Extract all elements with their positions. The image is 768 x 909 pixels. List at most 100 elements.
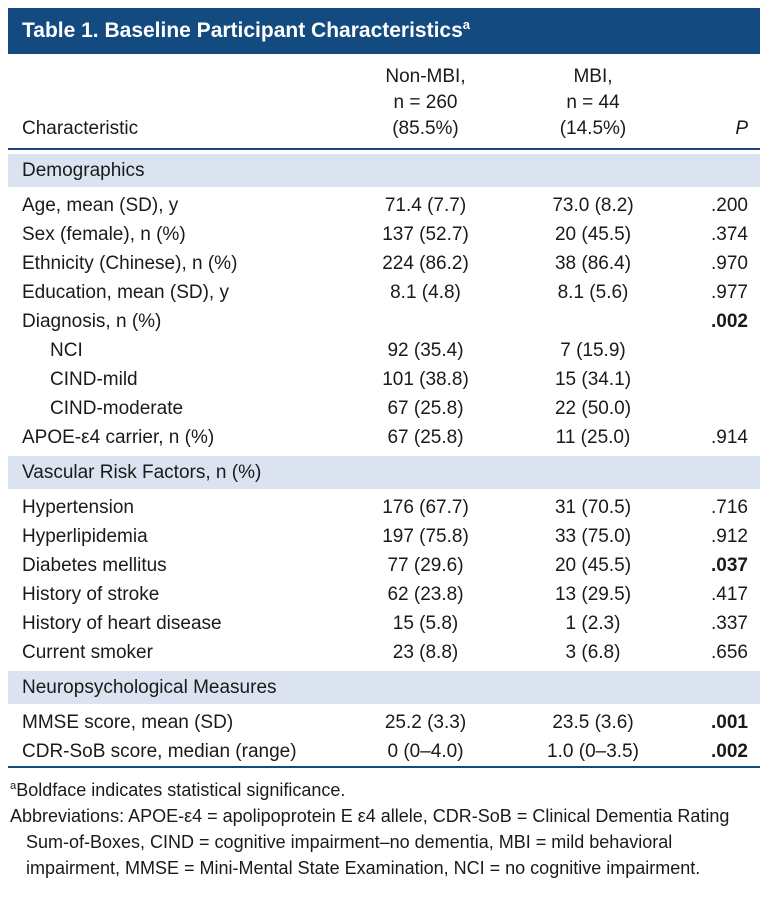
table-row: History of heart disease 15 (5.8) 1 (2.3… [8,609,760,638]
row-label: MMSE score, mean (SD) [22,712,234,733]
p-value: .914 [711,427,748,448]
table-row: Sex (female), n (%) 137 (52.7) 20 (45.5)… [8,220,760,249]
table-row: Current smoker 23 (8.8) 3 (6.8) .656 [8,638,760,667]
table-row: MMSE score, mean (SD) 25.2 (3.3) 23.5 (3… [8,708,760,737]
value-non-mbi: 67 (25.8) [387,427,464,448]
footnote-abbreviations: Abbreviations: APOE-ε4 = apolipoprotein … [10,806,730,878]
table-row: Ethnicity (Chinese), n (%) 224 (86.2) 38… [8,249,760,278]
table-row: CIND-moderate 67 (25.8) 22 (50.0) [8,394,760,423]
row-label: NCI [50,340,83,361]
column-header-p: P [735,118,748,139]
footnote-significance: aBoldface indicates statistical signific… [10,780,346,800]
value-mbi: 1 (2.3) [565,613,621,634]
row-label: CDR-SoB score, median (range) [22,741,297,762]
header-divider [8,148,760,150]
table-row: CIND-mild 101 (38.8) 15 (34.1) [8,365,760,394]
value-mbi: 1.0 (0–3.5) [547,741,639,762]
value-non-mbi: 23 (8.8) [392,642,459,663]
p-value: .002 [711,311,748,332]
row-label: History of stroke [22,584,160,605]
table-row: Education, mean (SD), y 8.1 (4.8) 8.1 (5… [8,278,760,307]
value-non-mbi: 25.2 (3.3) [384,712,467,733]
column-header-characteristic: Characteristic [22,118,139,139]
table-bottom-divider [8,766,760,768]
p-value [673,336,760,365]
value-mbi: 33 (75.0) [554,526,632,547]
p-value: .656 [711,642,748,663]
p-value: .417 [711,584,748,605]
value-non-mbi [338,307,513,336]
row-label: CIND-moderate [50,398,184,419]
footnote-superscript: a [10,780,17,792]
table-row: Diabetes mellitus 77 (29.6) 20 (45.5) .0… [8,551,760,580]
p-value [673,394,760,423]
p-value: .002 [711,741,748,762]
value-non-mbi: 224 (86.2) [382,253,469,274]
table-row: Diagnosis, n (%) .002 [8,307,760,336]
value-non-mbi: 137 (52.7) [382,224,469,245]
value-mbi: 11 (25.0) [555,427,631,448]
p-value: .716 [711,497,748,518]
section-header-demographics: Demographics [8,154,760,187]
row-label: APOE-ε4 carrier, n (%) [22,427,215,448]
value-non-mbi: 8.1 (4.8) [390,282,461,303]
row-label: Age, mean (SD), y [22,195,179,216]
p-value: .037 [711,555,748,576]
column-header-non-mbi: Non-MBI, n = 260 (85.5%) [385,66,466,139]
value-non-mbi: 92 (35.4) [387,340,464,361]
table-row: Hyperlipidemia 197 (75.8) 33 (75.0) .912 [8,522,760,551]
p-value: .912 [711,526,748,547]
row-label: CIND-mild [50,369,138,390]
row-label: Education, mean (SD), y [22,282,229,303]
row-label: Hyperlipidemia [22,526,148,547]
column-header-mbi: MBI, n = 44 (14.5%) [559,66,627,139]
table-row: CDR-SoB score, median (range) 0 (0–4.0) … [8,737,760,766]
p-value: .001 [711,712,748,733]
value-non-mbi: 0 (0–4.0) [387,741,464,762]
p-value: .337 [711,613,748,634]
table-row: NCI 92 (35.4) 7 (15.9) [8,336,760,365]
table-title-superscript: a [462,17,471,32]
value-non-mbi: 15 (5.8) [392,613,459,634]
table-row: History of stroke 62 (23.8) 13 (29.5) .4… [8,580,760,609]
value-mbi: 8.1 (5.6) [557,282,629,303]
value-non-mbi: 176 (67.7) [382,497,469,518]
value-mbi: 23.5 (3.6) [552,712,634,733]
p-value: .374 [711,224,748,245]
value-mbi: 38 (86.4) [554,253,632,274]
table-title-bar: Table 1. Baseline Participant Characteri… [8,8,760,54]
value-mbi: 3 (6.8) [565,642,621,663]
row-label: Hypertension [22,497,134,518]
row-label: Diagnosis, n (%) [22,311,162,332]
value-mbi: 31 (70.5) [554,497,632,518]
table-row: Hypertension 176 (67.7) 31 (70.5) .716 [8,493,760,522]
value-non-mbi: 101 (38.8) [382,369,469,390]
row-label: Current smoker [22,642,153,663]
value-non-mbi: 197 (75.8) [382,526,469,547]
p-value: .200 [711,195,748,216]
p-value: .970 [711,253,748,274]
footnotes: aBoldface indicates statistical signific… [8,777,760,881]
section-header-neuropsychological-measures: Neuropsychological Measures [8,671,760,704]
table-row: Age, mean (SD), y 71.4 (7.7) 73.0 (8.2) … [8,191,760,220]
value-mbi: 20 (45.5) [554,224,632,245]
value-mbi: 73.0 (8.2) [552,195,634,216]
table-title: Table 1. Baseline Participant Characteri… [22,19,463,42]
value-non-mbi: 77 (29.6) [387,555,464,576]
row-label: History of heart disease [22,613,222,634]
p-value: .977 [711,282,748,303]
value-non-mbi: 67 (25.8) [387,398,464,419]
value-mbi: 22 (50.0) [554,398,632,419]
row-label: Ethnicity (Chinese), n (%) [22,253,238,274]
section-header-vascular-risk-factors: Vascular Risk Factors, n (%) [8,456,760,489]
row-label: Sex (female), n (%) [22,224,186,245]
value-mbi: 7 (15.9) [560,340,626,361]
value-mbi: 13 (29.5) [554,584,632,605]
column-header-row: Characteristic Non-MBI, n = 260 (85.5%) … [8,64,760,148]
value-non-mbi: 62 (23.8) [387,584,464,605]
value-mbi: 20 (45.5) [554,555,632,576]
row-label: Diabetes mellitus [22,555,167,576]
value-mbi: 15 (34.1) [554,369,632,390]
table-row: APOE-ε4 carrier, n (%) 67 (25.8) 11 (25.… [8,423,760,452]
p-value [673,365,760,394]
